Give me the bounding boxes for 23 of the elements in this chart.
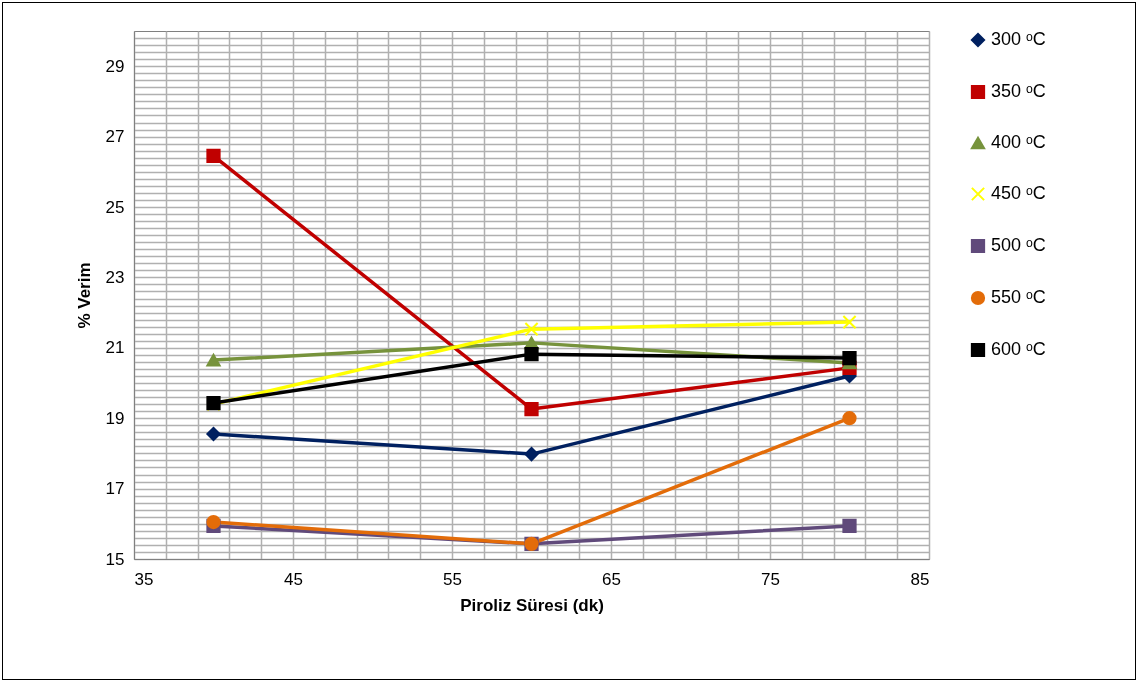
y-tick-label: 29 (105, 56, 125, 76)
y-axis-title: % Verim (74, 262, 94, 329)
legend-label: 550 ᵒC (991, 287, 1046, 307)
legend-label: 450 ᵒC (991, 183, 1046, 203)
y-tick-label: 15 (105, 549, 125, 569)
y-tick-label: 21 (105, 338, 125, 358)
y-tick-label: 23 (105, 267, 125, 287)
x-tick-label: 45 (284, 569, 303, 589)
y-tick-label: 19 (105, 408, 125, 428)
x-tick-label: 35 (134, 569, 154, 589)
y-tick-label: 27 (105, 127, 125, 147)
x-tick-label: 65 (602, 569, 621, 589)
x-tick-label: 55 (443, 569, 462, 589)
x-axis-title: Piroliz Süresi (dk) (460, 595, 604, 615)
legend-label: 300 ᵒC (991, 29, 1046, 49)
y-tick-label: 25 (105, 197, 125, 217)
legend-label: 500 ᵒC (991, 235, 1046, 255)
y-tick-label: 17 (105, 479, 125, 499)
legend-label: 350 ᵒC (991, 81, 1046, 101)
legend-label: 600 ᵒC (991, 339, 1046, 359)
x-tick-label: 75 (761, 569, 780, 589)
legend-label: 400 ᵒC (991, 132, 1046, 152)
x-tick-label: 85 (910, 569, 930, 589)
